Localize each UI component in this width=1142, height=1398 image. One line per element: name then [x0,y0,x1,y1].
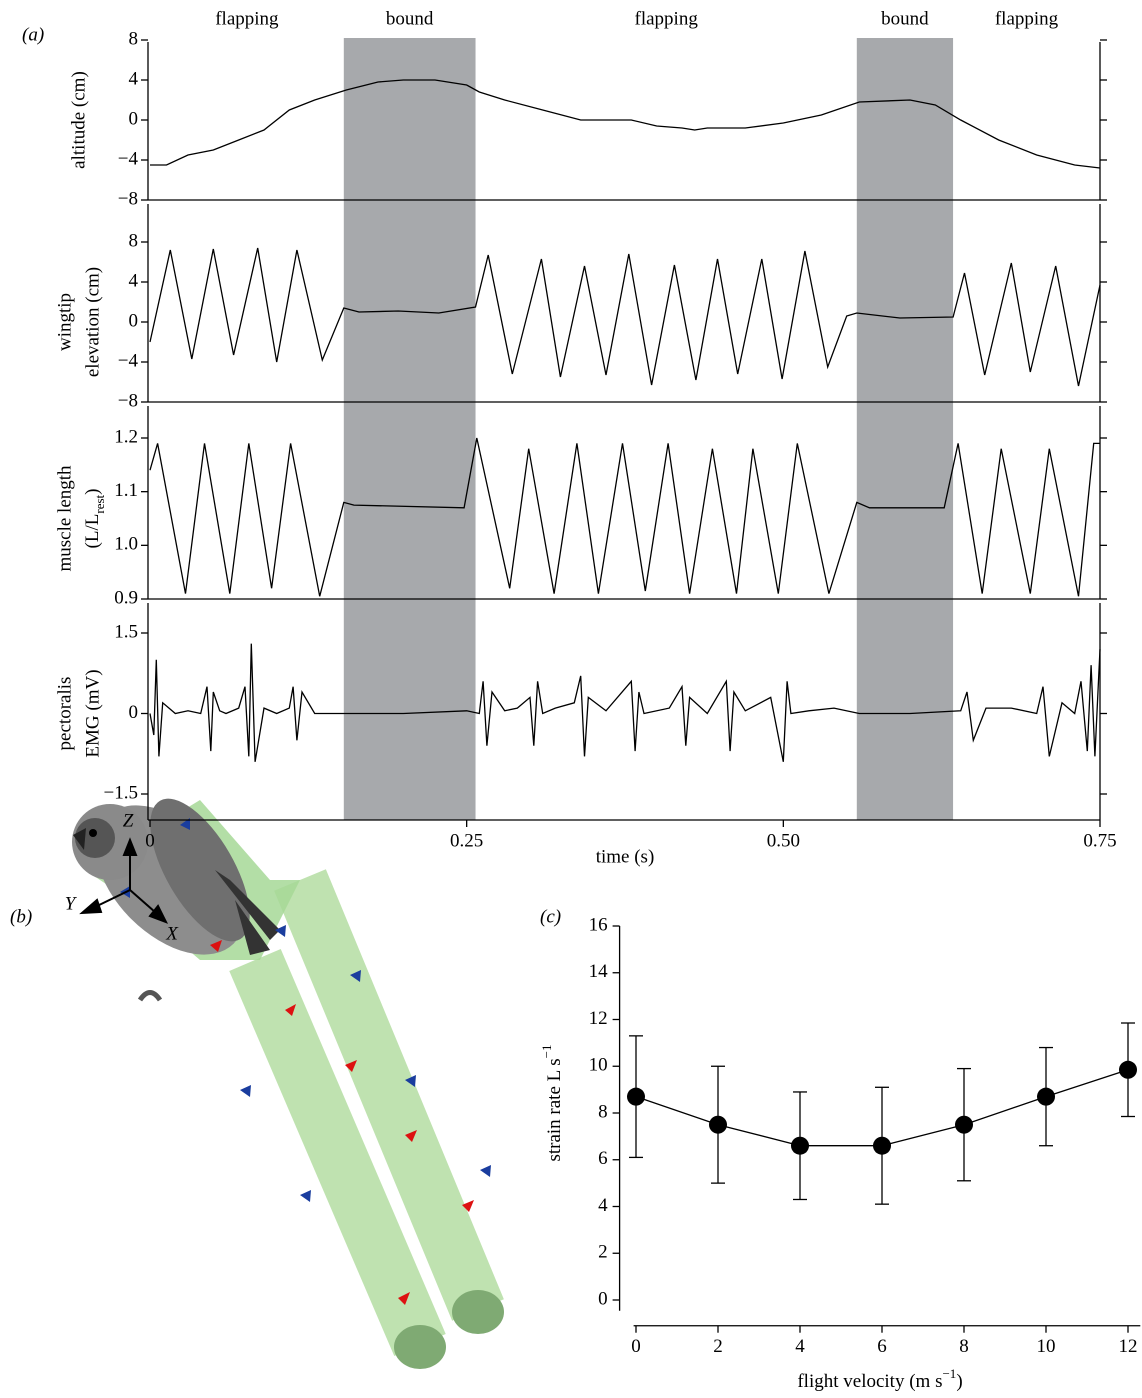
panel-label: (b) [10,906,32,927]
y-tick-label: 0 [129,702,139,723]
data-point [873,1136,891,1155]
x-tick-label: 0.75 [1083,830,1116,851]
x-axis-label-part: flight velocity (m s [797,1371,942,1392]
axis-letter: Y [65,893,78,914]
y-tick-label: 6 [598,1148,608,1169]
y-axis-label-part: (L/L [82,514,103,549]
y-tick-label: 8 [129,230,139,251]
data-point [627,1087,645,1106]
data-line [149,247,1101,387]
bound-band [856,38,954,820]
y-tick-label: 4 [598,1195,608,1216]
y-tick-label: 8 [129,28,139,49]
data-line [150,79,1101,169]
panel-label: (a) [22,24,44,45]
x-tick-label: 12 [1119,1336,1138,1357]
x-tick-label: 10 [1037,1336,1056,1357]
phase-label: bound [881,8,929,29]
x-axis-label: time (s) [596,846,655,867]
y-tick-label: 14 [589,961,609,982]
x-axis-label: flight velocity (m s−1) [797,1366,962,1392]
data-point [1119,1060,1137,1079]
y-tick-label: 1.1 [114,480,138,501]
phase-label: flapping [215,8,279,29]
y-tick-label: 1.5 [114,621,138,642]
data-point [791,1136,809,1155]
y-axis-label-part: rest [92,494,107,513]
x-tick-label: 8 [959,1336,969,1357]
data-point [709,1115,727,1134]
data-point [955,1115,973,1134]
y-axis-label-part: strain rate L s [544,1058,565,1161]
y-tick-label: 0.9 [114,587,138,608]
y-axis-label: altitude (cm) [68,71,89,169]
y-axis-label: pectoralis [54,677,75,751]
bound-band [343,38,476,820]
y-tick-label: 0 [129,108,139,129]
phase-label: bound [386,8,434,29]
y-tick-label: 4 [129,270,139,291]
y-tick-label: 10 [589,1055,608,1076]
x-tick-label: 0 [631,1336,641,1357]
y-tick-label: −8 [118,390,138,411]
phase-label: flapping [635,8,699,29]
y-tick-label: −8 [118,188,138,209]
panel-label: (c) [540,906,561,927]
y-axis-label: strain rate L s−1 [539,1044,565,1161]
x-tick-label: 0.50 [767,830,800,851]
x-tick-label: 2 [713,1336,723,1357]
data-line [149,437,1100,597]
axis-letter: X [165,923,179,944]
y-tick-label: 0 [129,310,139,331]
x-axis-label-part: ) [956,1371,962,1392]
y-axis-label: (L/Lrest) [82,489,107,549]
x-tick-label: 0 [145,830,155,851]
y-tick-label: 8 [598,1101,608,1122]
y-tick-label: −1.5 [104,782,138,803]
data-line [149,643,1101,762]
y-tick-label: 1.2 [114,426,138,447]
y-tick-label: 4 [129,68,139,89]
y-axis-label: EMG (mV) [82,669,103,757]
bands [343,38,954,820]
y-tick-label: 1.0 [114,534,138,555]
y-tick-label: 16 [589,914,608,935]
bird-illustration [72,798,504,1369]
y-axis-label-part: −1 [539,1044,554,1058]
y-tick-label: 12 [589,1008,608,1029]
y-tick-label: −4 [118,350,139,371]
x-tick-label: 6 [877,1336,887,1357]
y-axis-label: wingtip [54,293,75,351]
x-axis-label-part: −1 [942,1366,956,1381]
y-axis-label-part: ) [82,489,103,495]
y-tick-label: −4 [118,148,139,169]
x-tick-label: 4 [795,1336,805,1357]
phase-label: flapping [995,8,1059,29]
y-tick-label: 0 [598,1288,608,1309]
y-axis-label: muscle length [54,465,75,572]
x-tick-label: 0.25 [450,830,483,851]
axis-letter: Z [123,810,134,831]
y-tick-label: 2 [598,1242,608,1263]
data-point [1037,1087,1055,1106]
y-axis-label: elevation (cm) [82,267,103,377]
